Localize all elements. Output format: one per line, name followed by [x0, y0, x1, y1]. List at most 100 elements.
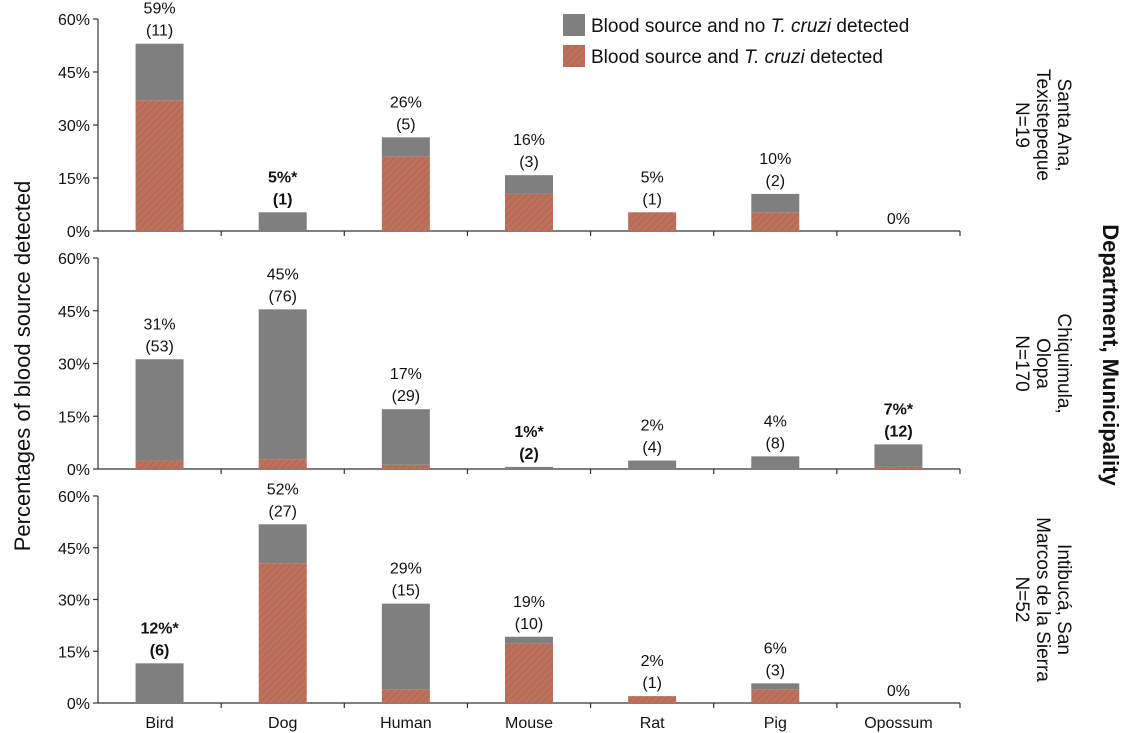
y-tick-label: 30%	[58, 593, 90, 610]
pct-label: 4%	[764, 413, 787, 430]
count-label: (12)	[884, 423, 912, 440]
count-label: (1)	[642, 675, 662, 692]
right-axis-label: Department, Municipality	[1098, 224, 1123, 486]
bar-no-tcruzi-mouse	[505, 466, 553, 469]
bar-no-tcruzi-dog	[258, 212, 307, 231]
count-label: (2)	[766, 173, 786, 190]
y-tick-label: 45%	[58, 541, 90, 558]
y-tick-label: 15%	[58, 171, 90, 188]
legend-item-2: Blood source and T. cruzi detected	[563, 45, 883, 68]
bar-no-tcruzi-pig	[751, 456, 800, 469]
bar-no-tcruzi-human	[381, 137, 430, 157]
count-label: (53)	[145, 338, 173, 355]
count-label: (3)	[766, 662, 786, 679]
pct-label: 31%	[144, 316, 176, 333]
bar-no-tcruzi-pig	[751, 683, 800, 690]
bar-tcruzi-pig	[751, 689, 800, 703]
pct-label: 5%	[641, 169, 664, 186]
y-tick-label: 45%	[58, 65, 90, 82]
bar-no-tcruzi-human	[381, 409, 430, 465]
bar-tcruzi-mouse	[505, 643, 553, 703]
bar-no-tcruzi-mouse	[505, 175, 553, 194]
bar-no-tcruzi-dog	[258, 524, 307, 564]
count-label: (2)	[519, 446, 539, 463]
pct-label: 0%	[887, 683, 910, 700]
pct-label: 10%	[759, 151, 791, 168]
bar-tcruzi-rat	[628, 696, 677, 703]
bar-no-tcruzi-dog	[258, 309, 307, 460]
bar-tcruzi-bird	[135, 460, 184, 469]
pct-label: 19%	[513, 594, 545, 611]
panel-side-label: Chiquimula,OlopaN=170	[1011, 313, 1074, 413]
category-label-bird: Bird	[145, 715, 173, 732]
bar-no-tcruzi-bird	[135, 663, 184, 703]
count-label: (3)	[519, 154, 539, 171]
bar-tcruzi-human	[381, 464, 430, 469]
count-label: (27)	[268, 503, 296, 520]
legend-swatch	[563, 14, 585, 36]
panel-side-label: Intibucá, SanMarcos de la SierraN=52	[1011, 517, 1074, 682]
pct-label: 6%	[764, 640, 787, 657]
bar-no-tcruzi-bird	[135, 359, 184, 461]
y-tick-label: 0%	[67, 224, 90, 241]
y-tick-label: 30%	[58, 118, 90, 135]
pct-label: 17%	[390, 366, 422, 383]
category-label-rat: Rat	[640, 715, 665, 732]
bar-tcruzi-pig	[751, 212, 800, 231]
category-label-mouse: Mouse	[505, 715, 553, 732]
legend-text: Blood source and T. cruzi detected	[591, 47, 883, 68]
bar-no-tcruzi-pig	[751, 193, 800, 213]
panel-2: 0% 15% 30% 45% 60% 31% (53) 45% (76) 17% (29) 1%* (2…	[58, 251, 1074, 479]
pct-label: 0%	[887, 211, 910, 228]
count-label: (4)	[642, 440, 662, 457]
category-label-pig: Pig	[764, 715, 787, 732]
bar-no-tcruzi-mouse	[505, 636, 553, 644]
y-tick-label: 0%	[67, 696, 90, 713]
bar-no-tcruzi-rat	[628, 460, 677, 469]
count-label: (1)	[642, 191, 662, 208]
chart-panels: 0% 15% 30% 45% 60% 59% (11) 5%* (1) 26% (5) 16% (3) 5…	[58, 1, 1074, 732]
pct-label: 26%	[390, 94, 422, 111]
panel-3: 0% 15% 30% 45% 60% 12%* (6) 52% (27) 29% (15) 19% (1…	[58, 481, 1074, 713]
count-label: (6)	[150, 642, 170, 659]
legend-swatch	[563, 45, 585, 67]
bar-tcruzi-human	[381, 156, 430, 231]
count-label: (29)	[392, 388, 420, 405]
category-label-human: Human	[380, 715, 432, 732]
pct-label: 59%	[144, 1, 176, 18]
pct-label: 2%	[641, 418, 664, 435]
legend-item-1: Blood source and no T. cruzi detected	[563, 14, 909, 37]
panel-side-label: Santa Ana,TexistepequeN=19	[1011, 69, 1074, 181]
bar-no-tcruzi-opossum	[874, 444, 923, 467]
y-axis-label: Percentages of blood source detected	[10, 181, 35, 552]
count-label: (76)	[268, 288, 296, 305]
y-tick-label: 15%	[58, 644, 90, 661]
bar-tcruzi-human	[381, 689, 430, 703]
y-tick-label: 60%	[58, 489, 90, 506]
bar-tcruzi-rat	[628, 212, 677, 231]
count-label: (11)	[146, 23, 173, 40]
count-label: (5)	[396, 116, 416, 133]
pct-label: 52%	[267, 481, 299, 498]
category-label-opossum: Opossum	[864, 715, 932, 732]
bar-tcruzi-dog	[258, 459, 307, 469]
y-tick-label: 0%	[67, 462, 90, 479]
panel-1: 0% 15% 30% 45% 60% 59% (11) 5%* (1) 26% (5) 16% (3) 5…	[58, 1, 1074, 241]
pct-label: 45%	[267, 266, 299, 283]
count-label: (10)	[515, 616, 543, 633]
legend-text: Blood source and no T. cruzi detected	[591, 16, 909, 37]
bar-tcruzi-dog	[258, 563, 307, 703]
pct-label: 12%*	[140, 620, 179, 637]
y-tick-label: 15%	[58, 409, 90, 426]
bar-no-tcruzi-human	[381, 603, 430, 690]
legend: Blood source and no T. cruzi detected Blo…	[563, 14, 909, 68]
y-tick-label: 45%	[58, 304, 90, 321]
y-tick-label: 30%	[58, 357, 90, 374]
bar-tcruzi-opossum	[874, 466, 923, 469]
y-tick-label: 60%	[58, 12, 90, 29]
pct-label: 5%*	[268, 169, 298, 186]
count-label: (8)	[766, 435, 786, 452]
bar-tcruzi-bird	[135, 100, 184, 232]
pct-label: 2%	[641, 653, 664, 670]
